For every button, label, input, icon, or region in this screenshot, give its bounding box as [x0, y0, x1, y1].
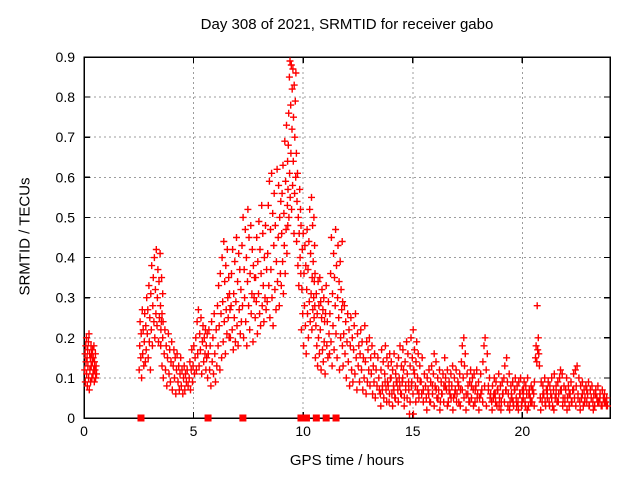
y-tick-label: 0.2	[56, 330, 76, 346]
flag-marker	[297, 414, 305, 422]
x-tick-label: 5	[190, 423, 198, 439]
y-tick-label: 0.7	[56, 129, 76, 145]
y-tick-label: 0	[67, 410, 75, 426]
x-tick-label: 15	[405, 423, 421, 439]
y-tick-label: 0.8	[56, 89, 76, 105]
x-tick-label: 20	[515, 423, 531, 439]
y-tick-label: 0.5	[56, 209, 76, 225]
y-tick-label: 0.4	[56, 250, 76, 266]
chart-title: Day 308 of 2021, SRMTID for receiver gab…	[200, 16, 494, 33]
flag-marker	[312, 414, 320, 422]
flag-marker	[302, 414, 310, 422]
y-tick-label: 0.1	[56, 370, 76, 386]
y-tick-label: 0.3	[56, 290, 76, 306]
y-tick-label: 0.6	[56, 169, 76, 185]
x-tick-label: 10	[295, 423, 311, 439]
flag-marker	[239, 414, 247, 422]
y-tick-label: 0.9	[56, 49, 76, 65]
scatter-points	[81, 57, 611, 418]
x-tick-label: 0	[80, 423, 88, 439]
plot-border	[83, 56, 611, 419]
flag-marker	[137, 414, 145, 422]
flag-marker	[204, 414, 212, 422]
x-axis-label: GPS time / hours	[289, 452, 405, 469]
flag-marker	[322, 414, 330, 422]
flag-marker	[332, 414, 340, 422]
